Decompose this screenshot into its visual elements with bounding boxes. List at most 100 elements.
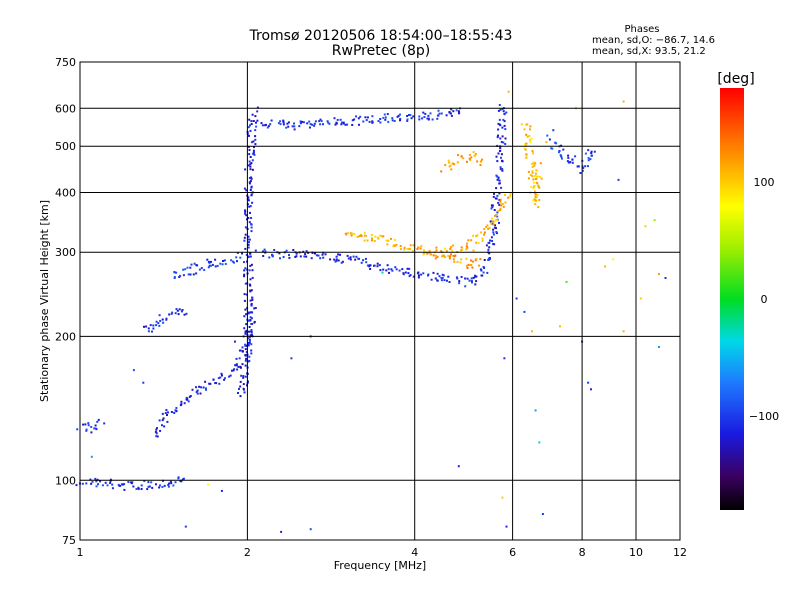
echo-point [123, 488, 126, 491]
echo-point [216, 264, 219, 267]
echo-point [534, 172, 537, 175]
echo-point [247, 196, 250, 199]
echo-point [249, 299, 252, 302]
echo-point [359, 115, 362, 118]
echo-point [248, 338, 251, 341]
echo-point [465, 245, 468, 248]
echo-point [495, 232, 498, 235]
echo-point [263, 248, 266, 251]
echo-point [444, 164, 447, 167]
echo-point [208, 264, 211, 267]
echo-point [483, 233, 486, 236]
echo-point [253, 153, 256, 156]
echo-trace-6 [254, 104, 508, 288]
echo-point [143, 325, 145, 328]
echo-point [467, 239, 470, 242]
echo-point [409, 114, 412, 117]
echo-point [431, 118, 434, 121]
echo-point [538, 186, 541, 189]
echo-point [443, 279, 446, 282]
echo-point [363, 231, 366, 234]
echo-point [509, 195, 511, 198]
echo-point [456, 277, 459, 280]
echo-point [565, 280, 568, 283]
echo-point [593, 150, 596, 153]
echo-point [534, 193, 537, 196]
echo-point [479, 268, 482, 271]
echo-point [175, 410, 178, 413]
echo-point [448, 111, 451, 113]
echo-point [571, 158, 574, 161]
echo-point [250, 120, 253, 123]
echo-point [248, 134, 250, 137]
echo-point [212, 378, 215, 381]
echo-point [536, 182, 539, 185]
echo-point [87, 422, 90, 425]
echo-point [93, 427, 96, 430]
echo-point [200, 267, 203, 270]
echo-point [244, 348, 247, 351]
echo-point [142, 381, 145, 384]
echo-point [243, 187, 246, 190]
echo-point [251, 113, 254, 116]
echo-point [523, 310, 526, 313]
echo-point [172, 484, 175, 487]
echo-point [498, 221, 500, 224]
echo-point [241, 346, 244, 349]
echo-point [587, 156, 590, 159]
echo-point [534, 203, 537, 206]
echo-point [249, 264, 252, 267]
echo-point [285, 249, 288, 252]
echo-point [496, 214, 499, 217]
echo-point [475, 280, 478, 283]
echo-point [498, 179, 501, 182]
echo-point [360, 261, 363, 264]
echo-point [576, 165, 579, 168]
echo-point [399, 245, 402, 247]
echo-point [485, 244, 488, 247]
echo-point [382, 268, 385, 271]
echo-point [175, 407, 178, 409]
echo-point [538, 441, 541, 444]
echo-point [590, 150, 593, 153]
echo-point [362, 120, 365, 123]
echo-point [159, 429, 162, 432]
echo-point [196, 389, 199, 392]
echo-point [243, 275, 245, 278]
echo-point [311, 251, 314, 254]
echo-point [249, 255, 252, 258]
echo-point [301, 120, 304, 123]
echo-point [336, 118, 339, 121]
echo-point [487, 259, 490, 261]
echo-point [250, 162, 253, 165]
echo-point [224, 377, 226, 380]
echo-point [379, 118, 382, 120]
echo-point [436, 272, 439, 275]
y-tick-label: 500 [55, 140, 76, 153]
echo-point [533, 198, 536, 201]
echo-point [167, 411, 169, 414]
echo-point [503, 112, 506, 115]
echo-point [449, 112, 452, 115]
echo-point [109, 478, 112, 481]
echo-point [249, 180, 252, 183]
echo-point [492, 195, 495, 198]
echo-trace-7 [255, 107, 462, 131]
echo-point [460, 258, 463, 261]
echo-point [419, 247, 422, 250]
echo-point [308, 120, 311, 123]
echo-point [273, 249, 276, 251]
echo-point [531, 171, 534, 174]
echo-point [233, 368, 236, 371]
echo-point [500, 186, 503, 189]
echo-point [251, 159, 254, 162]
echo-point [525, 153, 528, 156]
echo-point [268, 256, 271, 259]
echo-point [534, 174, 536, 177]
echo-point [470, 156, 473, 159]
echo-point [159, 484, 161, 487]
echo-point [328, 122, 331, 125]
echo-point [467, 263, 470, 266]
echo-point [250, 302, 253, 305]
echo-point [287, 125, 290, 128]
